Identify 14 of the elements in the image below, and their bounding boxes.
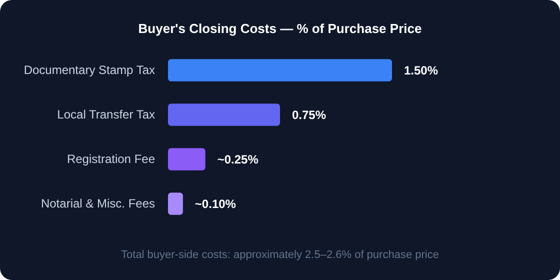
bar xyxy=(168,192,183,215)
y-tick-label: Registration Fee xyxy=(66,152,156,166)
bar xyxy=(168,148,206,170)
data-label: ~0.25% xyxy=(217,152,259,166)
chart-title: Buyer's Closing Costs — % of Purchase Price xyxy=(138,21,422,36)
y-tick-label: Documentary Stamp Tax xyxy=(24,63,155,78)
data-label: 0.75% xyxy=(292,108,326,122)
text: Total buyer-side costs: approximately 2.5–2.6% of purchase price xyxy=(121,249,439,261)
data-label: ~0.10% xyxy=(194,196,236,211)
bar xyxy=(168,104,280,126)
y-tick-label: Local Transfer Tax xyxy=(57,108,155,122)
bar xyxy=(168,59,392,82)
data-label: 1.50% xyxy=(404,63,438,78)
y-tick-label: Notarial & Misc. Fees xyxy=(40,196,155,211)
